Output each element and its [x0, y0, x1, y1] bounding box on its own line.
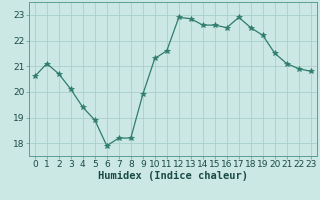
- X-axis label: Humidex (Indice chaleur): Humidex (Indice chaleur): [98, 171, 248, 181]
